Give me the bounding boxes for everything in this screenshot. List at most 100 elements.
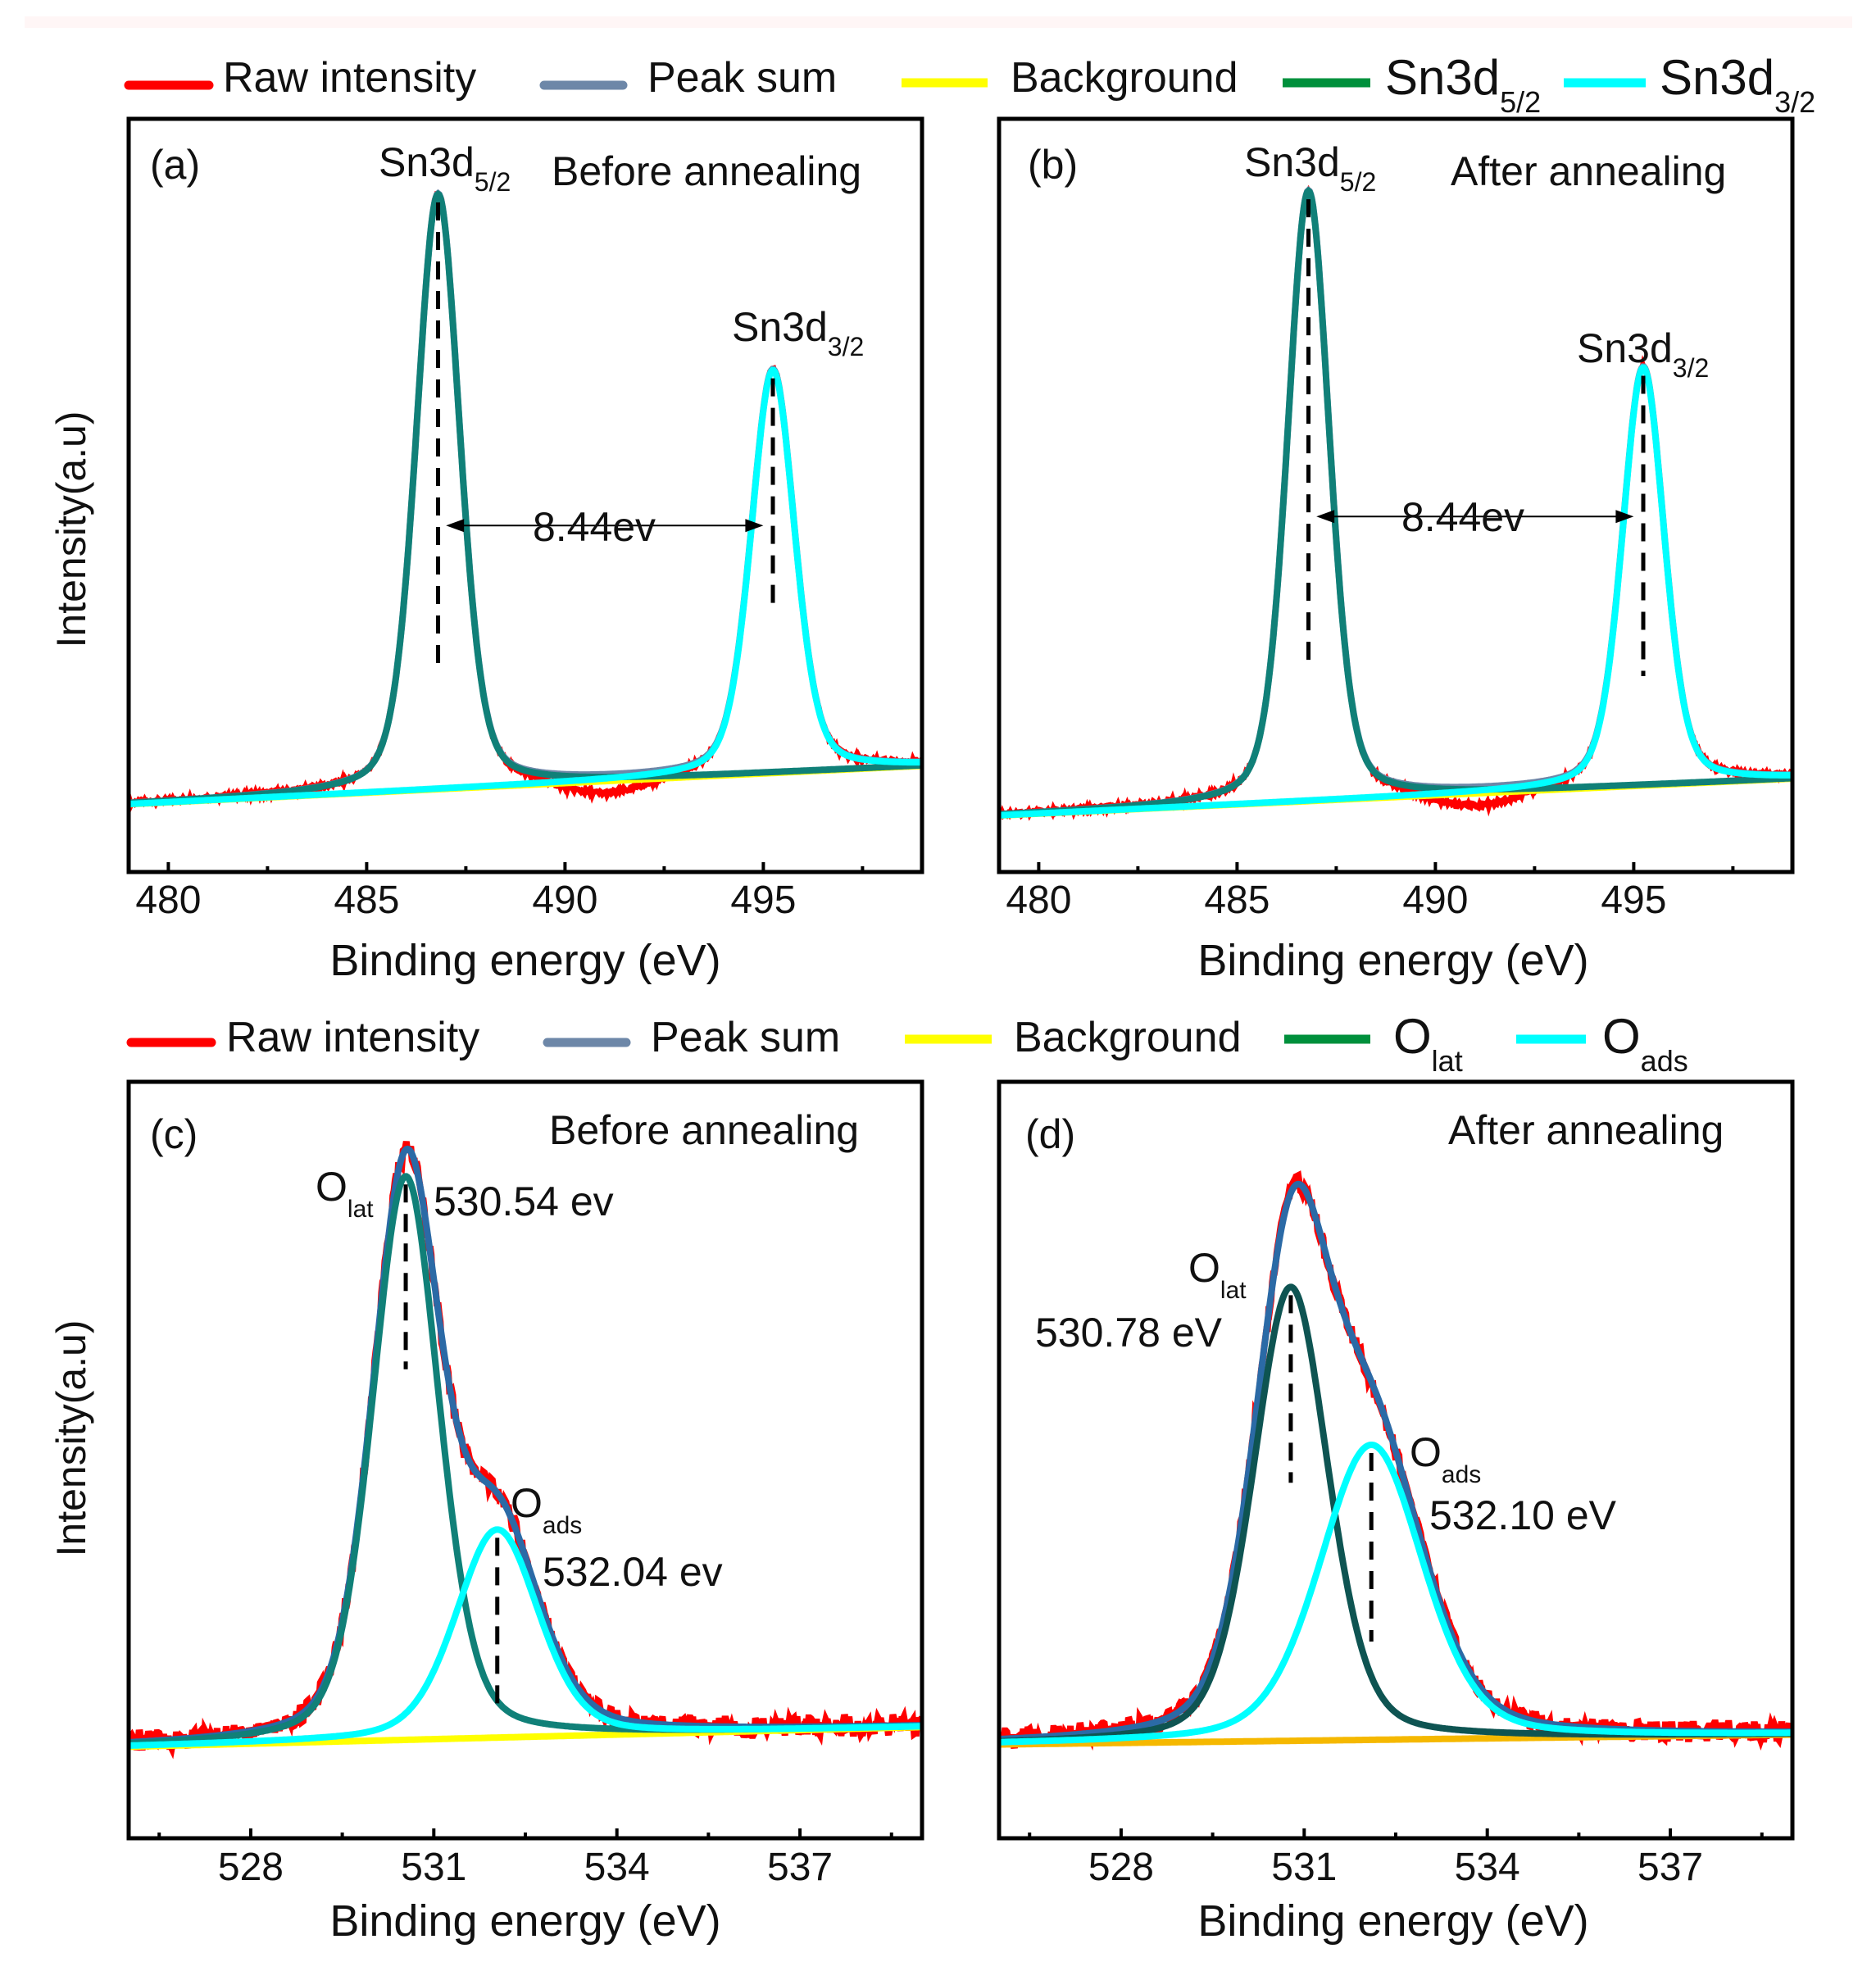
series-group xyxy=(999,184,1792,821)
peak-label-main: O xyxy=(1188,1245,1220,1291)
split-label: 8.44ev xyxy=(1401,494,1524,540)
legend-bottom: Raw intensity Peak sum Background Olat O… xyxy=(126,1009,1688,1078)
x-tick-label: 495 xyxy=(730,879,796,922)
y-axis-title: Intensity(a.u) xyxy=(48,1319,94,1556)
legend-label-sum: Peak sum xyxy=(647,54,837,102)
peak-label-sn3d32: Sn3d3/2 xyxy=(1577,325,1709,383)
plot-frame xyxy=(126,116,924,874)
plot-panel-c: 528 531 534 537 xyxy=(126,1079,924,1889)
peak-label-sub: lat xyxy=(347,1196,374,1223)
x-tick-label: 495 xyxy=(1601,879,1666,922)
peak-label-sn3d52: Sn3d5/2 xyxy=(379,139,511,197)
peak-value-oads: 532.04 ev xyxy=(543,1549,723,1595)
panel-label: (c) xyxy=(150,1111,198,1157)
x-tick-label: 528 xyxy=(1088,1846,1154,1889)
panel-a-text: (a) Before annealing Sn3d5/2 Sn3d3/2 8.4… xyxy=(48,139,864,985)
peak-label-olat: Olat xyxy=(1188,1245,1247,1304)
legend-label-raw: Raw intensity xyxy=(226,1014,479,1061)
series-peak-1 xyxy=(129,189,922,806)
panel-title: Before annealing xyxy=(552,148,861,194)
x-tick-label: 537 xyxy=(767,1846,833,1889)
legend-label-oads-sub: ads xyxy=(1641,1044,1688,1078)
x-tick-label: 480 xyxy=(1006,879,1071,922)
legend-label-oads-main: O xyxy=(1602,1009,1641,1064)
peak-label-main: Sn3d xyxy=(732,304,828,350)
peak-label-sn3d32: Sn3d3/2 xyxy=(732,304,864,361)
panel-label: (b) xyxy=(1028,142,1078,188)
x-tick-label: 531 xyxy=(1271,1846,1337,1889)
x-axis-title: Binding energy (eV) xyxy=(329,936,720,985)
series-peak-2 xyxy=(999,364,1792,819)
peak-value-olat: 530.78 eV xyxy=(1035,1310,1223,1356)
peak-label-oads: Oads xyxy=(1410,1429,1481,1488)
x-tick-label: 485 xyxy=(1204,879,1270,922)
peak-label-olat: Olat xyxy=(316,1164,374,1223)
legend-label-oads: Oads xyxy=(1602,1009,1688,1078)
x-axis-title: Binding energy (eV) xyxy=(1197,1896,1588,1946)
legend-label-sn3d52: Sn3d5/2 xyxy=(1385,50,1541,119)
y-axis-title: Intensity(a.u) xyxy=(48,411,94,647)
peak-label-main: Sn3d xyxy=(1244,139,1340,185)
panel-label: (a) xyxy=(150,142,200,188)
panel-title: Before annealing xyxy=(549,1107,859,1153)
x-tick-label: 534 xyxy=(1455,1846,1520,1889)
panel-label: (d) xyxy=(1025,1111,1075,1157)
x-tick-label: 537 xyxy=(1638,1846,1703,1889)
plot-panel-d: 528 531 534 537 xyxy=(997,1079,1795,1889)
series-group xyxy=(999,1170,1792,1751)
split-arrow-head-left xyxy=(446,519,465,533)
panel-d-text: (d) After annealing Olat 530.78 eV Oads … xyxy=(1025,1107,1724,1946)
legend-label-sn3d52-main: Sn3d xyxy=(1385,50,1500,105)
x-axis-title: Binding energy (eV) xyxy=(329,1896,720,1946)
legend-label-olat-main: O xyxy=(1393,1009,1432,1064)
x-tick-label: 490 xyxy=(1402,879,1468,922)
peak-label-sub: ads xyxy=(1442,1461,1481,1488)
panel-title: After annealing xyxy=(1451,148,1726,194)
x-tick-label: 490 xyxy=(532,879,597,922)
panel-c-text: (c) Before annealing Olat 530.54 ev Oads… xyxy=(48,1107,859,1946)
peak-label-sub: lat xyxy=(1220,1277,1247,1304)
peak-label-sub: 3/2 xyxy=(1673,353,1709,383)
x-tick-label: 531 xyxy=(401,1846,466,1889)
peak-label-main: O xyxy=(1410,1429,1442,1475)
legend-label-sum: Peak sum xyxy=(651,1014,840,1061)
legend-label-background: Background xyxy=(1014,1014,1242,1061)
legend-top: Raw intensity Peak sum Background Sn3d5/… xyxy=(124,50,1815,119)
peak-label-main: Sn3d xyxy=(1577,325,1673,371)
split-arrow-head-right xyxy=(745,519,764,533)
plot-panel-b: 480 485 490 495 xyxy=(997,116,1795,922)
series-peak-2 xyxy=(129,1526,922,1749)
legend-label-sn3d32-main: Sn3d xyxy=(1660,50,1774,105)
split-arrow-head-left xyxy=(1316,510,1335,524)
x-tick-label: 485 xyxy=(334,879,399,922)
peak-label-sn3d52: Sn3d5/2 xyxy=(1244,139,1376,197)
legend-label-olat-sub: lat xyxy=(1432,1044,1463,1078)
series-peak-2 xyxy=(999,1442,1792,1746)
x-tick-label: 528 xyxy=(218,1846,284,1889)
series-group xyxy=(129,1141,922,1760)
panel-title: After annealing xyxy=(1448,1107,1724,1153)
peak-label-main: O xyxy=(511,1480,543,1526)
peak-value-oads: 532.10 eV xyxy=(1429,1492,1617,1538)
split-label: 8.44ev xyxy=(533,504,656,550)
legend-label-sn3d52-sub: 5/2 xyxy=(1500,85,1541,119)
peak-label-sub: 5/2 xyxy=(475,167,511,197)
peak-label-sub: 3/2 xyxy=(828,332,864,361)
peak-label-main: O xyxy=(316,1164,347,1210)
series-peak-2 xyxy=(129,366,922,808)
legend-label-sn3d32-sub: 3/2 xyxy=(1774,85,1815,119)
legend-label-sn3d32: Sn3d3/2 xyxy=(1660,50,1815,119)
series-group xyxy=(129,188,922,813)
peak-label-main: Sn3d xyxy=(379,139,475,185)
legend-label-background: Background xyxy=(1011,54,1238,102)
peak-label-sub: 5/2 xyxy=(1340,167,1376,197)
x-tick-label: 480 xyxy=(135,879,201,922)
peak-label-sub: ads xyxy=(543,1512,582,1539)
legend-label-olat: Olat xyxy=(1393,1009,1463,1078)
x-axis-title: Binding energy (eV) xyxy=(1197,936,1588,985)
x-tick-label: 534 xyxy=(584,1846,650,1889)
plot-panel-a: 480 485 490 495 xyxy=(126,116,924,922)
plot-frame xyxy=(997,116,1795,874)
